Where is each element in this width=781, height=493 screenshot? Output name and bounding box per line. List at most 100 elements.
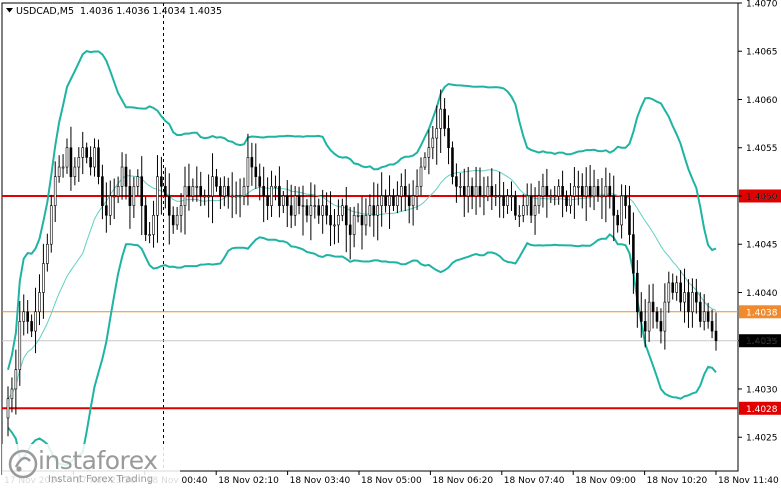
candle-body [93, 147, 96, 168]
candle-body [632, 234, 635, 274]
level-price-label: 1.4038 [746, 308, 778, 318]
candle-body [289, 205, 293, 216]
candle-body [565, 195, 568, 206]
candle-body [305, 205, 309, 216]
candle-body [667, 282, 671, 303]
candle-body [89, 157, 92, 168]
candle-body [266, 195, 269, 206]
candle-body [388, 195, 391, 206]
candle-body [14, 369, 18, 390]
candle-body [226, 186, 230, 197]
chart-header: USDCAD,M5 1.4036 1.4036 1.4034 1.4035 [6, 6, 222, 17]
candle-body [478, 186, 482, 197]
candle-body [341, 205, 344, 216]
level-price-label: 1.4028 [746, 405, 778, 415]
candle-body [207, 195, 210, 198]
candle-body [187, 186, 191, 197]
candle-body [482, 195, 486, 198]
candle-body [297, 195, 301, 206]
y-tick-label: 1.4070 [746, 0, 778, 10]
level-price-label: 1.4050 [746, 192, 778, 202]
candle-body [120, 166, 124, 187]
candle-body [616, 214, 619, 226]
candle-body [459, 186, 462, 188]
candle-body [518, 214, 521, 217]
x-tick-label: 18 Nov 05:00 [361, 476, 422, 486]
price-axis: 1.4070 1.4065 1.4060 1.4055 1.4050 1.4045 1.40… [738, 0, 778, 444]
candle-body [258, 176, 262, 187]
candle-body [502, 195, 505, 206]
candle-body [447, 128, 450, 149]
candle-body [451, 147, 454, 177]
candle-body [34, 311, 37, 332]
candle-body [301, 205, 305, 207]
y-tick-label: 1.4035 [746, 337, 778, 347]
candle-body [486, 186, 490, 197]
candle-body [396, 195, 399, 206]
candles [6, 89, 718, 437]
candle-body [128, 186, 132, 206]
candle-body [533, 205, 537, 216]
candle-body [698, 301, 702, 322]
y-tick-label: 1.4055 [746, 144, 778, 154]
candle-body [561, 186, 564, 197]
candle-body [124, 166, 128, 187]
brand-tagline: Instant Forex Trading [48, 474, 154, 485]
candle-body [140, 176, 144, 206]
candle-body [274, 186, 277, 188]
y-tick-label: 1.4030 [746, 385, 778, 395]
candle-body [116, 186, 120, 197]
candle-body [81, 147, 85, 158]
candle-body [10, 388, 14, 399]
candle-body [270, 186, 273, 206]
candle-body [411, 195, 415, 206]
candle-body [333, 224, 336, 227]
candle-body [600, 195, 604, 198]
dropdown-triangle-icon[interactable] [6, 8, 13, 13]
candle-body [714, 330, 718, 342]
candle-body [250, 157, 254, 168]
candle-body [380, 195, 383, 206]
x-tick-label: 18 Nov 11:40 [718, 476, 779, 486]
candle-body [360, 214, 364, 226]
x-tick-label: 18 Nov 06:20 [432, 476, 493, 486]
candle-body [415, 186, 419, 197]
candle-body [474, 186, 478, 197]
candle-body [557, 186, 560, 197]
candle-body [329, 214, 332, 226]
candle-body [167, 195, 171, 216]
candle-body [42, 263, 45, 293]
candle-body [49, 205, 53, 245]
candle-body [262, 186, 265, 197]
candle-body [215, 176, 218, 187]
candle-body [608, 186, 612, 197]
candle-body [69, 147, 73, 177]
candle-body [392, 195, 395, 206]
candle-body [695, 292, 698, 303]
candle-body [537, 195, 541, 206]
candle-body [427, 147, 431, 158]
x-tick-label: 18 Nov 10:20 [647, 476, 708, 486]
candle-body [470, 186, 474, 197]
candle-body [643, 321, 647, 332]
candle-body [313, 205, 317, 207]
candle-body [352, 214, 356, 235]
candle-body [112, 195, 116, 198]
candle-body [101, 176, 104, 206]
candle-body [702, 311, 706, 322]
candle-body [356, 214, 360, 217]
candle-body [710, 321, 714, 332]
candle-body [384, 195, 387, 206]
candle-body [293, 195, 297, 216]
level-price-tag [739, 305, 781, 319]
candle-body [659, 321, 663, 332]
x-tick-label: 18 Nov 07:40 [504, 476, 565, 486]
candle-body [97, 147, 100, 177]
candle-body [156, 176, 159, 216]
x-tick-label: 18 Nov 09:00 [575, 476, 636, 486]
candle-body [494, 195, 498, 198]
candle-body [242, 186, 246, 197]
candle-body [164, 186, 167, 197]
